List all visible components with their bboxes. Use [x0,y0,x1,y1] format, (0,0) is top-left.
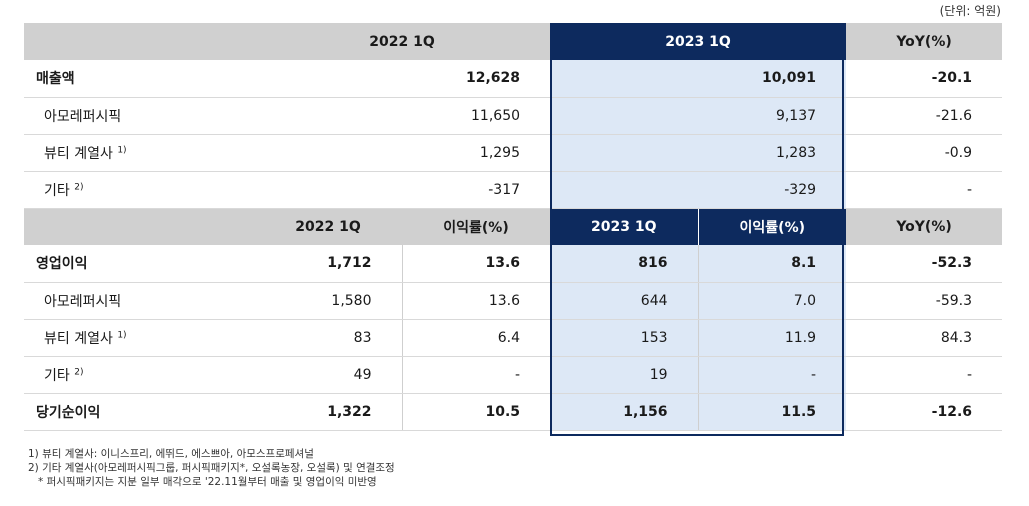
value-yoy: 84.3 [846,319,1003,357]
row-label: 아모레퍼시픽 [24,282,254,320]
header-yoy: YoY(%) [846,208,1003,245]
footnote-ref: 1) [117,144,127,155]
row-label: 당기순이익 [24,393,254,431]
margin-2023: 11.9 [698,319,847,357]
sales-header-row: 2022 1Q 2023 1Q YoY(%) [24,23,1003,60]
value-2022: 49 [254,356,403,394]
value-2022: 1,712 [254,245,403,283]
row-label: 매출액 [24,60,254,98]
value-2022: -317 [254,171,551,209]
value-2022: 1,580 [254,282,403,320]
value-2023: 1,283 [550,134,847,172]
header-2023: 2023 1Q [550,23,847,60]
value-2022: 11,650 [254,97,551,135]
value-yoy: -12.6 [846,393,1003,431]
margin-2023: 8.1 [698,245,847,283]
profit-row: 영업이익 1,712 13.6 816 8.1 -52.3 [24,245,1003,283]
header-margin-2022: 이익률(%) [402,208,551,245]
sales-row: 아모레퍼시픽 11,650 9,137 -21.6 [24,97,1003,135]
row-label: 뷰티 계열사 1) [24,319,254,357]
header-2022: 2022 1Q [254,208,402,245]
header-yoy: YoY(%) [846,23,1003,60]
margin-2023: 7.0 [698,282,847,320]
value-2023: 153 [550,319,699,357]
value-2022: 83 [254,319,403,357]
row-label: 영업이익 [24,245,254,283]
header-2022: 2022 1Q [254,23,551,60]
value-2023: 644 [550,282,699,320]
profit-row: 뷰티 계열사 1) 83 6.4 153 11.9 84.3 [24,319,1003,357]
header-blank [24,23,254,60]
value-2023: 10,091 [550,60,847,98]
row-label: 기타 2) [24,171,254,209]
footnote-ref: 2) [74,181,84,192]
value-yoy: -21.6 [846,97,1003,135]
value-2022: 1,322 [254,393,403,431]
profit-header-row: 2022 1Q 이익률(%) 2023 1Q 이익률(%) YoY(%) [24,208,1003,245]
header-2023: 2023 1Q [550,208,699,245]
margin-2022: - [402,356,551,394]
row-label: 뷰티 계열사 1) [24,134,254,172]
margin-2022: 10.5 [402,393,551,431]
row-label: 아모레퍼시픽 [24,97,254,135]
value-2023: 9,137 [550,97,847,135]
margin-2023: - [698,356,847,394]
value-2023: 19 [550,356,699,394]
footnotes: 1) 뷰티 계열사: 이니스프리, 에뛰드, 에스쁘아, 아모스프로페셔널 2)… [28,447,395,489]
value-yoy: -20.1 [846,60,1003,98]
value-yoy: - [846,356,1003,394]
profit-row: 기타 2) 49 - 19 - - [24,356,1003,394]
value-yoy: - [846,171,1003,209]
value-yoy: -0.9 [846,134,1003,172]
footnote-3: * 퍼시픽패키지는 지분 일부 매각으로 '22.11월부터 매출 및 영업이익… [38,476,377,488]
value-2022: 1,295 [254,134,551,172]
value-yoy: -52.3 [846,245,1003,283]
row-label: 기타 2) [24,356,254,394]
header-blank [24,208,254,245]
margin-2022: 13.6 [402,282,551,320]
profit-row: 아모레퍼시픽 1,580 13.6 644 7.0 -59.3 [24,282,1003,320]
header-margin-2023: 이익률(%) [698,208,847,245]
margin-2022: 6.4 [402,319,551,357]
footnote-ref: 2) [74,366,84,377]
footnote-ref: 1) [117,329,127,340]
footnote-2: 2) 기타 계열사(아모레퍼시픽그룹, 퍼시픽패키지*, 오설록농장, 오설록)… [28,462,395,474]
sales-row: 뷰티 계열사 1) 1,295 1,283 -0.9 [24,134,1003,172]
sales-row: 기타 2) -317 -329 - [24,171,1003,209]
financial-table: 2022 1Q 2023 1Q YoY(%) 매출액 12,628 10,091… [24,23,1003,431]
value-2022: 12,628 [254,60,551,98]
value-yoy: -59.3 [846,282,1003,320]
value-2023: 1,156 [550,393,699,431]
footnote-1: 1) 뷰티 계열사: 이니스프리, 에뛰드, 에스쁘아, 아모스프로페셔널 [28,448,314,460]
value-2023: -329 [550,171,847,209]
margin-2023: 11.5 [698,393,847,431]
sales-row: 매출액 12,628 10,091 -20.1 [24,60,1003,98]
unit-label: (단위: 억원) [939,4,1001,18]
value-2023: 816 [550,245,699,283]
margin-2022: 13.6 [402,245,551,283]
profit-row: 당기순이익 1,322 10.5 1,156 11.5 -12.6 [24,393,1003,431]
